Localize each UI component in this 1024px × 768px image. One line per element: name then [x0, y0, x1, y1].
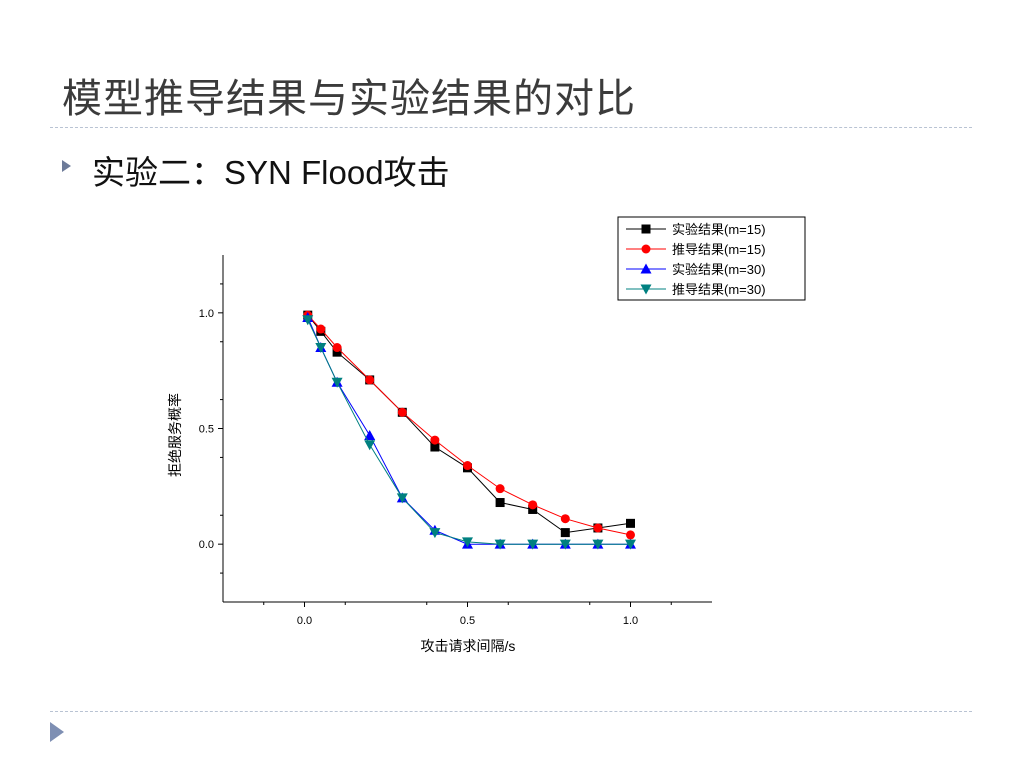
legend-label: 实验结果(m=30) — [672, 262, 766, 277]
data-point — [495, 484, 505, 494]
data-point — [494, 539, 506, 550]
series-line — [307, 314, 631, 536]
title-divider — [50, 127, 972, 128]
data-point — [625, 539, 636, 550]
data-point — [527, 539, 539, 550]
series-line — [307, 319, 631, 545]
legend-item: 推导结果(m=15) — [626, 242, 766, 257]
data-point — [463, 461, 472, 471]
series-line — [307, 317, 631, 545]
data-point — [593, 523, 603, 533]
data-point — [430, 435, 440, 445]
axes: 攻击请求间隔/s 拒绝服务概率 — [167, 255, 712, 654]
series-4 — [302, 315, 636, 550]
data-point — [592, 539, 604, 550]
legend-item: 推导结果(m=30) — [626, 282, 766, 297]
data-point — [559, 539, 571, 550]
legend-label: 实验结果(m=15) — [672, 222, 766, 237]
data-point — [430, 442, 440, 452]
bullet-arrow-icon — [62, 160, 71, 172]
y-tick-label: 0.0 — [199, 539, 214, 551]
data-point — [315, 343, 327, 354]
legend: 实验结果(m=15) 推导结果(m=15) 实验结果(m=30) 推导结果(m=30) — [617, 216, 806, 301]
legend-marker — [641, 244, 651, 254]
data-point — [495, 498, 505, 508]
series-group — [302, 310, 636, 550]
data-point — [302, 315, 314, 326]
y-tick-label: 0.5 — [199, 424, 214, 436]
bullet-text: 实验二：SYN Flood攻击 — [92, 154, 450, 191]
slide-title: 模型推导结果与实验结果的对比 — [62, 76, 636, 122]
data-point — [429, 528, 441, 539]
legend-item: 实验结果(m=15) — [626, 222, 766, 237]
data-point — [331, 377, 343, 388]
x-tick-label: 0.5 — [460, 615, 475, 627]
line-chart: 攻击请求间隔/s 拒绝服务概率 0.0 0.5 1.0 0.0 0.5 1.0 实验结果(… — [167, 216, 806, 654]
data-point — [396, 493, 408, 504]
data-point — [332, 343, 342, 353]
x-tick-label: 1.0 — [623, 615, 638, 627]
series-2 — [303, 310, 635, 540]
x-axis-label: 攻击请求间隔/s — [421, 638, 516, 654]
legend-label: 推导结果(m=30) — [672, 282, 766, 297]
data-point — [397, 407, 407, 417]
y-axis-label: 拒绝服务概率 — [167, 393, 183, 477]
data-point — [332, 347, 342, 357]
series-3 — [302, 311, 636, 549]
legend-marker — [641, 224, 651, 234]
data-point — [316, 324, 326, 334]
data-point — [364, 440, 376, 451]
x-tick-label: 0.0 — [297, 615, 312, 627]
data-point — [560, 514, 570, 524]
data-point — [626, 518, 635, 528]
data-point — [528, 504, 538, 514]
data-point — [626, 530, 635, 540]
data-point — [365, 375, 375, 385]
data-point — [462, 537, 473, 548]
series-1 — [303, 310, 635, 538]
ticks: 0.0 0.5 1.0 0.0 0.5 1.0 — [199, 283, 672, 627]
data-point — [364, 429, 376, 440]
y-tick-label: 1.0 — [199, 308, 214, 320]
legend-item: 实验结果(m=30) — [626, 262, 766, 277]
legend-marker — [640, 284, 652, 295]
footer-divider — [50, 711, 972, 712]
legend-label: 推导结果(m=15) — [672, 242, 766, 257]
data-point — [560, 528, 570, 538]
series-line — [307, 314, 631, 534]
data-point — [528, 500, 538, 510]
footer-arrow-icon — [50, 722, 64, 742]
legend-marker — [640, 263, 652, 274]
